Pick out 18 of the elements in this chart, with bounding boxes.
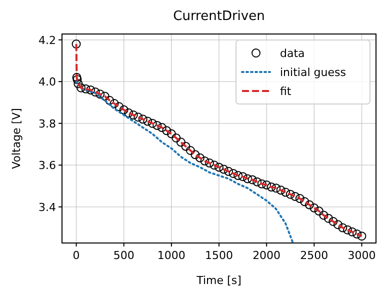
y-axis-title: Voltage [V] <box>10 108 23 169</box>
y-tick-label: 3.4 <box>38 200 56 214</box>
y-tick-label: 4.2 <box>38 34 56 47</box>
x-tick-label: 2500 <box>300 249 328 262</box>
x-tick-label: 2000 <box>252 249 281 262</box>
x-axis-title: Time [s] <box>196 274 242 287</box>
y-tick-label: 4.0 <box>38 76 56 89</box>
x-tick-label: 500 <box>113 249 134 262</box>
x-tick-label: 3000 <box>348 249 376 262</box>
x-tick-label: 1500 <box>205 249 233 262</box>
legend-label: data <box>280 47 305 60</box>
legend-label: fit <box>280 85 292 98</box>
legend-label: initial guess <box>280 66 346 79</box>
x-tick-label: 1000 <box>157 249 186 262</box>
chart-title: CurrentDriven <box>173 9 265 24</box>
y-tick-label: 3.6 <box>38 159 56 172</box>
x-tick-label: 0 <box>72 249 80 262</box>
y-tick-label: 3.8 <box>38 117 56 130</box>
